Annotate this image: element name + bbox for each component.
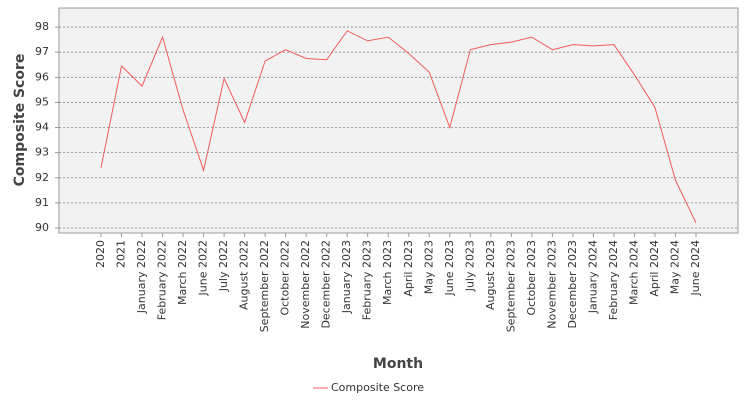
- y-axis-title: Composite Score: [12, 54, 28, 187]
- data-line: [100, 30, 697, 224]
- x-tick-label: November 2023: [545, 240, 558, 329]
- x-tick-label: February 2022: [156, 240, 169, 320]
- x-tick-label: February 2023: [361, 240, 374, 320]
- y-tick-label: 97: [35, 45, 49, 58]
- x-tick-label: April 2023: [402, 240, 415, 297]
- x-tick-label: March 2022: [176, 240, 189, 305]
- x-tick-label: March 2024: [627, 240, 640, 305]
- y-tick-label: 96: [35, 70, 49, 83]
- y-tick-label: 91: [35, 196, 49, 209]
- x-tick-label: September 2023: [504, 240, 517, 332]
- x-tick-label: July 2023: [463, 240, 476, 292]
- x-tick-label: October 2022: [279, 240, 292, 316]
- x-tick-label: January 2022: [135, 240, 148, 314]
- x-axis-title: Month: [373, 356, 423, 372]
- x-tick-label: June 2022: [197, 240, 210, 296]
- y-tick-label: 98: [35, 20, 49, 33]
- y-tick-label: 93: [35, 146, 49, 159]
- legend-label: Composite Score: [331, 381, 424, 394]
- x-tick-label: March 2023: [381, 240, 394, 305]
- x-tick-label: June 2023: [443, 240, 456, 296]
- x-tick-label: 2020: [94, 240, 107, 268]
- x-tick-label: April 2024: [648, 240, 661, 297]
- x-tick-label: October 2023: [525, 240, 538, 316]
- x-tick-label: August 2023: [484, 240, 497, 310]
- x-tick-label: May 2023: [422, 240, 435, 294]
- x-tick-label: February 2024: [607, 240, 620, 320]
- x-tick-label: 2021: [115, 240, 128, 268]
- x-tick-label: January 2024: [586, 240, 599, 314]
- x-tick-label: November 2022: [299, 240, 312, 329]
- x-tick-label: August 2022: [238, 240, 251, 310]
- x-tick-label: June 2024: [689, 240, 702, 296]
- y-tick-label: 95: [35, 95, 49, 108]
- x-tick-label: December 2023: [566, 240, 579, 329]
- x-tick-label: January 2023: [340, 240, 353, 314]
- y-tick-label: 92: [35, 171, 49, 184]
- x-tick-label: July 2022: [217, 240, 230, 292]
- y-tick-label: 94: [35, 121, 49, 134]
- x-tick-label: December 2022: [320, 240, 333, 329]
- x-tick-label: September 2022: [258, 240, 271, 332]
- x-tick-label: May 2024: [668, 240, 681, 294]
- y-tick-label: 90: [35, 221, 49, 234]
